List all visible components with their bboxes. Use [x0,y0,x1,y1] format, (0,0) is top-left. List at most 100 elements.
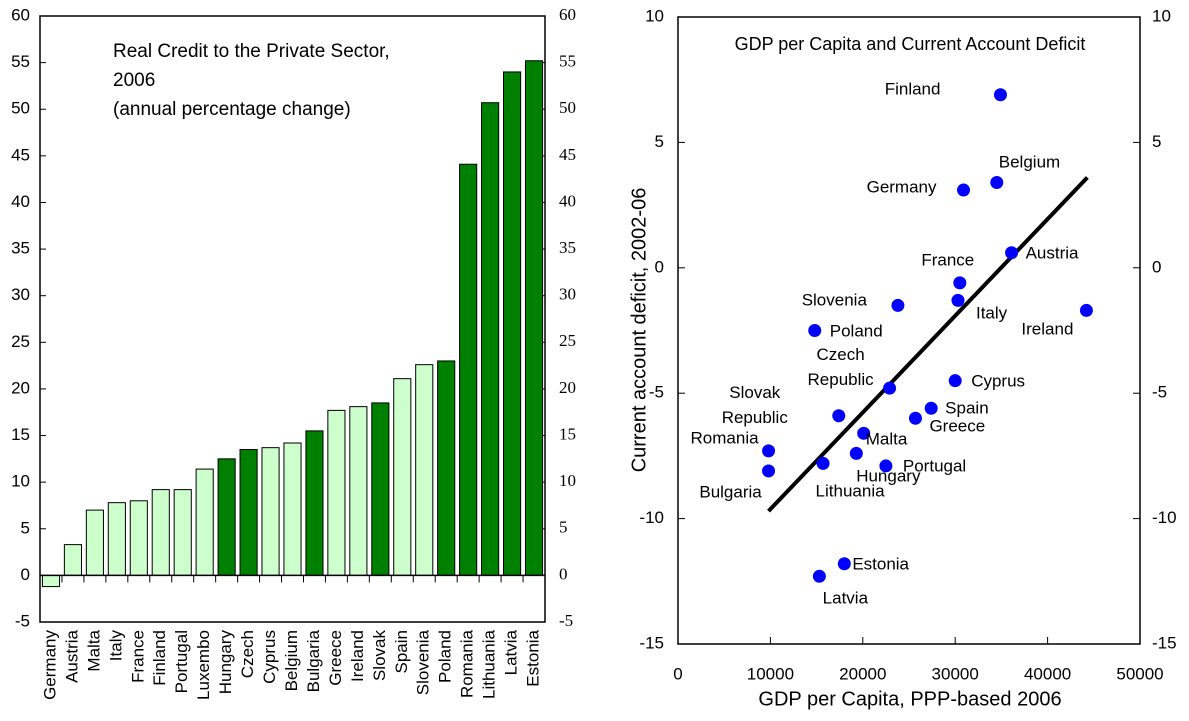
point [1079,303,1093,317]
x-tick-label: 50000 [1116,664,1163,683]
bar [481,102,500,576]
x-tick-label: Slovak [370,630,389,682]
point [908,411,922,425]
y-tick-label: 60 [11,5,30,24]
chart-title-block: Real Credit to the Private Sector, 2006 … [113,37,423,124]
x-tick-label: Latvia [502,629,521,675]
bar [107,502,126,576]
point [948,374,962,388]
y-tick-label-right: 20 [559,378,576,397]
y-tick-label-right: -15 [1152,633,1177,652]
y-tick-label-right: 60 [559,5,576,24]
y-tick-label: -15 [639,633,664,652]
y-tick-label: 0 [655,257,664,276]
y-tick-label-right: 5 [1152,132,1161,151]
y-tick-label-right: 35 [559,238,576,257]
y-tick-label-right: 45 [559,145,576,164]
bar [524,60,544,576]
x-tick-label: Czech [238,630,257,678]
y-tick-label: 15 [11,425,30,444]
point-label: Cyprus [971,371,1026,391]
point [849,446,863,460]
y-tick-label: -10 [639,508,664,527]
point-label: Portugal [902,456,967,476]
x-tick-label: Romania [458,629,477,698]
y-tick-label: 5 [655,132,664,151]
point [837,557,851,571]
x-tick-label: 10000 [747,664,794,683]
x-tick-label: Slovenia [414,629,433,695]
point-label: Romania [690,428,759,448]
point [990,176,1004,190]
x-tick-label: Hungary [216,630,235,695]
bar [415,364,434,576]
point-label: Finland [884,79,941,99]
point-label: Austria [1025,243,1079,263]
point [816,456,830,470]
x-axis-label: GDP per Capita, PPP-based 2006 [758,688,1061,710]
bar [151,489,170,576]
bar [63,544,82,576]
bar [217,458,236,576]
y-tick-label-right: 0 [559,564,568,583]
point [891,298,905,312]
bar [393,378,412,576]
plot-frame [677,16,1141,645]
point [808,324,822,337]
bar [283,442,302,576]
x-tick-label: 20000 [839,664,886,683]
y-tick-label-right: 10 [559,471,576,490]
chart-subtitle: (annual percentage change) [113,99,351,120]
y-tick-label: 50 [11,99,30,118]
x-tick-label: Spain [392,630,411,673]
bar [503,71,522,576]
x-tick-label: Finland [150,630,169,686]
point [953,276,967,290]
bar [349,406,368,576]
x-tick-label: Greece [326,630,345,686]
point [993,88,1007,102]
chart-title: GDP per Capita and Current Account Defic… [735,34,1086,54]
point [762,464,776,478]
point-label: Spain [945,398,989,418]
bar [129,500,148,576]
point [832,409,846,423]
y-tick-label-right: 0 [1152,257,1161,276]
y-axis-label: Current account deficit, 2002-06 [628,188,650,473]
x-tick-label: Ireland [348,630,367,682]
x-tick-label: Germany [40,630,59,700]
point [879,459,893,473]
point [957,183,971,197]
y-tick-label: 0 [21,565,30,584]
x-tick-label: Cyprus [260,630,279,684]
bar [239,449,258,576]
bar [437,360,456,576]
bar [371,402,390,576]
point-label: Belgium [998,152,1061,172]
y-tick-label-right: 15 [559,424,576,443]
x-tick-label: 40000 [1024,664,1071,683]
point-label: Slovak Republic [721,382,788,427]
y-tick-label: 10 [645,6,664,25]
point-label: Greece [929,416,986,436]
y-tick-label-right: -5 [559,611,573,630]
y-tick-label-right: 30 [559,285,576,304]
point [883,381,897,395]
point-label: France [921,250,975,270]
bar [173,489,192,576]
x-tick-label: Bulgaria [304,629,323,692]
x-tick-label: Portugal [172,630,191,693]
bar [305,430,324,576]
point [951,293,965,307]
point [812,569,826,583]
point-label: Czech Republic [807,345,874,390]
point [1005,246,1019,260]
point [924,401,938,415]
point [857,426,871,440]
x-tick-label: Luxembo [194,630,213,700]
y-tick-label-right: -5 [1152,383,1167,402]
point-label: Lithuania [815,481,885,501]
x-tick-label: Lithuania [480,629,499,699]
